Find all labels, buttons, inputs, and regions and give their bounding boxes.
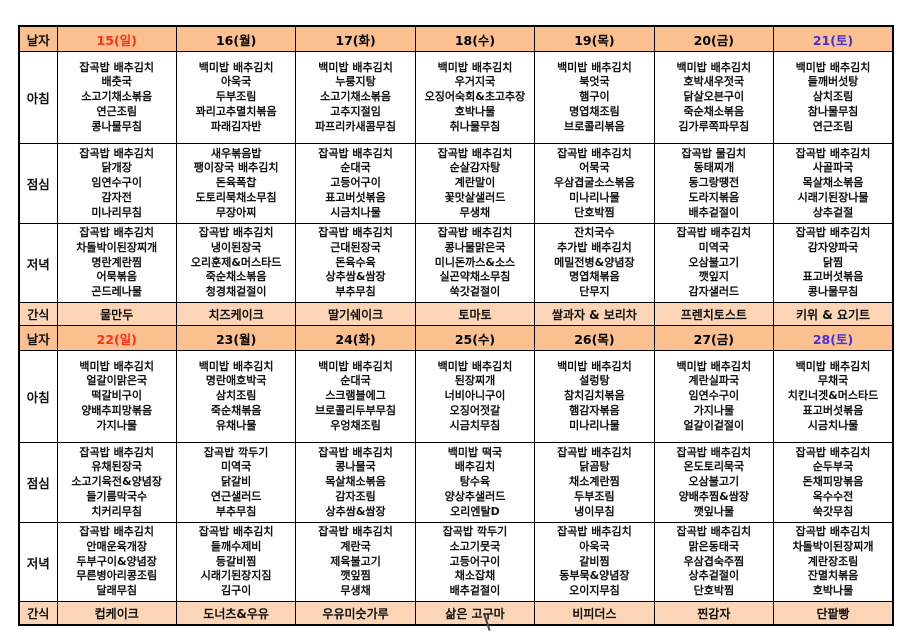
lunch-menu-cell: 잡곡밥 배추김치 닭개장 임연수구이 감자전 미나리무침 [56, 143, 177, 224]
dinner-menu-cell: 잡곡밥 배추김치 계란국 제육불고기 깻잎찜 무생채 [295, 522, 416, 602]
dinner-menu-cell: 잡곡밥 배추김치 맑은동태국 우삼겹숙주찜 상추겉절이 단호박찜 [653, 522, 775, 602]
lunch-menu-cell: 잡곡밥 배추김치 순살감자탕 계란말이 꽃맛살샐러드 무생채 [414, 143, 536, 224]
row-label-dinner: 저녁 [18, 223, 58, 303]
snack-cell: 키위 & 요기트 [773, 302, 894, 326]
snack-cell: 쌀과자 & 보리차 [534, 302, 655, 326]
breakfast-menu-cell: 잡곡밥 배추김치 배춧국 소고기채소볶음 연근조림 콩나물무침 [56, 51, 177, 144]
lunch-menu-cell: 잡곡밥 배추김치 순대국 고등어구이 표고버섯볶음 시금치나물 [295, 143, 416, 224]
dinner-menu-cell: 잡곡밥 배추김치 냉이된장국 오리훈제&머스타드 죽순채소볶음 청경채겉절이 [175, 223, 297, 303]
week2-dinner-row: 저녁 잡곡밥 배추김치 안매운육개장 두부구이&양념장 무른병아리콩조림 달래무침… [18, 522, 894, 602]
breakfast-menu-cell: 백미밥 배추김치 얼갈이맑은국 떡갈비구이 양배추피망볶음 가지나물 [56, 350, 177, 443]
lunch-menu-cell: 잡곡밥 물김치 동태찌개 동그랑땡전 도라지볶음 배추겉절이 [653, 143, 775, 224]
date-cell: 24(화) [295, 325, 416, 351]
week1-date-row: 날자 15(일) 16(월) 17(화) 18(수) 19(목) 20(금) 21(토) [18, 25, 894, 52]
date-cell: 21(토) [773, 25, 894, 52]
week2-lunch-row: 점심 잡곡밥 배추김치 유채된장국 소고기육전&양념장 들기름막국수 치커리무침 잡… [18, 442, 894, 523]
row-label-breakfast: 아침 [18, 350, 58, 443]
dinner-menu-cell: 잡곡밥 배추김치 아욱국 갈비찜 동부묵&양념장 오이지무침 [534, 522, 655, 602]
date-cell: 25(수) [414, 325, 536, 351]
lunch-menu-cell: 잡곡밥 배추김치 온도토리묵국 오삼불고기 양배추찜&쌈장 깻잎나물 [653, 442, 775, 523]
dinner-menu-cell: 잡곡밥 배추김치 감자양파국 닭찜 표고버섯볶음 콩나물무침 [773, 223, 894, 303]
snack-cell: 토마토 [414, 302, 536, 326]
dinner-menu-cell: 잡곡밥 배추김치 미역국 오삼불고기 깻잎지 감자샐러드 [653, 223, 775, 303]
dinner-menu-cell: 잡곡밥 깍두기 소고기뭇국 고등어구이 채소잡채 배추겉절이 [414, 522, 536, 602]
row-label-date: 날자 [18, 25, 58, 52]
breakfast-menu-cell: 백미밥 배추김치 호박새우젓국 닭살오븐구이 죽순채소볶음 김가루쪽파무침 [653, 51, 775, 144]
snack-cell: 치즈케이크 [175, 302, 297, 326]
dinner-menu-cell: 잡곡밥 배추김치 차돌박이된장찌개 계란장조림 잔멸치볶음 호박나물 [773, 522, 894, 602]
lunch-menu-cell: 잡곡밥 배추김치 콩나물국 목살채소볶음 감자조림 상추쌈&쌈장 [295, 442, 416, 523]
lunch-menu-cell: 새우볶음밥 팽이장국 배추김치 돈육폭찹 도토리묵채소무침 무장아찌 [175, 143, 297, 224]
breakfast-menu-cell: 백미밥 배추김치 북엇국 햄구이 명엽채조림 브로콜리볶음 [534, 51, 655, 144]
breakfast-menu-cell: 백미밥 배추김치 아욱국 두부조림 꽈리고추멸치볶음 파래김자반 [175, 51, 297, 144]
date-cell: 28(토) [773, 325, 894, 351]
date-cell: 23(월) [175, 325, 297, 351]
dinner-menu-cell: 잡곡밥 배추김치 차돌박이된장찌개 명란계란찜 어묵볶음 곤드레나물 [56, 223, 177, 303]
breakfast-menu-cell: 백미밥 배추김치 계란실파국 임연수구이 가지나물 얼갈이겉절이 [653, 350, 775, 443]
date-cell: 17(화) [295, 25, 416, 52]
snack-cell: 프렌치토스트 [653, 302, 775, 326]
row-label-snack: 간식 [18, 302, 58, 326]
row-label-dinner: 저녁 [18, 522, 58, 602]
dinner-menu-cell: 잔치국수 추가밥 배추김치 메밀전병&양념장 명엽채볶음 단무지 [534, 223, 655, 303]
date-cell: 22(일) [56, 325, 177, 351]
lunch-menu-cell: 잡곡밥 깍두기 미역국 닭갈비 연근샐러드 부추무침 [175, 442, 297, 523]
breakfast-menu-cell: 백미밥 배추김치 누룽지탕 소고기채소볶음 고추지절임 파프리카새콤무침 [295, 51, 416, 144]
date-cell: 19(목) [534, 25, 655, 52]
snack-cell: 단팥빵 [773, 601, 894, 626]
dinner-menu-cell: 잡곡밥 배추김치 근대된장국 돈육수육 상추쌈&쌈장 부추무침 [295, 223, 416, 303]
snack-cell: 찐감자 [653, 601, 775, 626]
snack-cell: 비피더스 [534, 601, 655, 626]
lunch-menu-cell: 잡곡밥 배추김치 사골파국 목살채소볶음 시래기된장나물 상추겉절 [773, 143, 894, 224]
week1-breakfast-row: 아침 잡곡밥 배추김치 배춧국 소고기채소볶음 연근조림 콩나물무침 백미밥 배추김… [18, 51, 894, 144]
dinner-menu-cell: 잡곡밥 배추김치 콩나물맑은국 미니돈까스&소스 실곤약채소무침 쑥갓겉절이 [414, 223, 536, 303]
meal-plan-table: 날자 15(일) 16(월) 17(화) 18(수) 19(목) 20(금) 21(토) 아침 잡… [18, 25, 894, 626]
lunch-menu-cell: 잡곡밥 배추김치 닭곰탕 채소계란찜 두부조림 냉이무침 [534, 442, 655, 523]
breakfast-menu-cell: 백미밥 배추김치 순대국 스크램블에그 브로콜리두부무침 우엉채조림 [295, 350, 416, 443]
breakfast-menu-cell: 백미밥 배추김치 명란애호박국 삼치조림 죽순채볶음 유채나물 [175, 350, 297, 443]
breakfast-menu-cell: 백미밥 배추김치 우거지국 오징어숙회&초고추장 호박나물 취나물무침 [414, 51, 536, 144]
date-cell: 15(일) [56, 25, 177, 52]
row-label-date: 날자 [18, 325, 58, 351]
date-cell: 20(금) [653, 25, 775, 52]
week1-lunch-row: 점심 잡곡밥 배추김치 닭개장 임연수구이 감자전 미나리무침 새우볶음밥 팽이장국… [18, 143, 894, 224]
date-cell: 26(목) [534, 325, 655, 351]
row-label-snack: 간식 [18, 601, 58, 626]
snack-cell: 딸기쉐이크 [295, 302, 416, 326]
date-cell: 18(수) [414, 25, 536, 52]
snack-cell: 컵케이크 [56, 601, 177, 626]
meal-plan-table-body: 날자 15(일) 16(월) 17(화) 18(수) 19(목) 20(금) 21(토) 아침 잡… [18, 25, 894, 626]
week2-date-row: 날자 22(일) 23(월) 24(화) 25(수) 26(목) 27(금) 28(토) [18, 325, 894, 351]
dinner-menu-cell: 잡곡밥 배추김치 안매운육개장 두부구이&양념장 무른병아리콩조림 달래무침 [56, 522, 177, 602]
week2-breakfast-row: 아침 백미밥 배추김치 얼갈이맑은국 떡갈비구이 양배추피망볶음 가지나물 백미밥 … [18, 350, 894, 443]
dinner-menu-cell: 잡곡밥 배추김치 들깨수제비 등갈비찜 시래기된장지짐 김구이 [175, 522, 297, 602]
date-cell: 27(금) [653, 325, 775, 351]
breakfast-menu-cell: 백미밥 배추김치 된장찌개 너비아니구이 오징어젓갈 시금치무침 [414, 350, 536, 443]
breakfast-menu-cell: 백미밥 배추김치 무채국 치킨너겟&머스타드 표고버섯볶음 시금치나물 [773, 350, 894, 443]
row-label-breakfast: 아침 [18, 51, 58, 144]
snack-cell: 물만두 [56, 302, 177, 326]
snack-cell: 삶은 고구마 [414, 601, 536, 626]
week1-snack-row: 간식 물만두 치즈케이크 딸기쉐이크 토마토 쌀과자 & 보리차 프렌치토스트 키위 & 요기… [18, 302, 894, 326]
breakfast-menu-cell: 백미밥 배추김치 설렁탕 참치김치볶음 햄감자볶음 미나리나물 [534, 350, 655, 443]
breakfast-menu-cell: 백미밥 배추김치 들깨버섯탕 삼치조림 참나물무침 연근조림 [773, 51, 894, 144]
lunch-menu-cell: 백미밥 떡국 배추김치 탕수육 양상추샐러드 오리엔탈D [414, 442, 536, 523]
snack-cell: 우유미숫가루 [295, 601, 416, 626]
row-label-lunch: 점심 [18, 442, 58, 523]
date-cell: 16(월) [175, 25, 297, 52]
week1-dinner-row: 저녁 잡곡밥 배추김치 차돌박이된장찌개 명란계란찜 어묵볶음 곤드레나물 잡곡밥 … [18, 223, 894, 303]
lunch-menu-cell: 잡곡밥 배추김치 어묵국 우삼겹굴소스볶음 미나리나물 단호박찜 [534, 143, 655, 224]
lunch-menu-cell: 잡곡밥 배추김치 순두부국 돈채피망볶음 옥수수전 쑥갓무침 [773, 442, 894, 523]
snack-cell: 도너츠&우유 [175, 601, 297, 626]
week2-snack-row: 간식 컵케이크 도너츠&우유 우유미숫가루 삶은 고구마 비피더스 찐감자 단팥빵 [18, 601, 894, 626]
row-label-lunch: 점심 [18, 143, 58, 224]
lunch-menu-cell: 잡곡밥 배추김치 유채된장국 소고기육전&양념장 들기름막국수 치커리무침 [56, 442, 177, 523]
